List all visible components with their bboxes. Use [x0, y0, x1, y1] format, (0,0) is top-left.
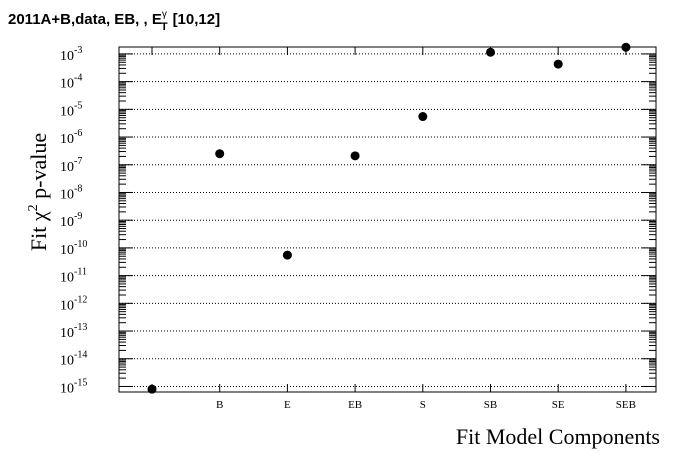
data-point: [418, 112, 428, 122]
x-axis-ticks: B E EB S SB SE SEB: [151, 47, 636, 411]
x-axis-title: Fit Model Components: [456, 424, 660, 449]
y-axis-title-tail: p-value: [26, 133, 51, 204]
data-point: [553, 59, 563, 69]
y-tick-label: 10-14: [60, 350, 87, 369]
x-tick-label: E: [284, 399, 291, 411]
x-tick-label: SE: [552, 399, 565, 411]
y-tick-label: 10-7: [60, 156, 82, 175]
y-tick-label: 10-12: [60, 294, 87, 313]
x-tick-label: SB: [484, 399, 497, 411]
y-tick-label: 10-13: [60, 322, 87, 341]
y-axis-title: Fit χ2 p-value: [26, 133, 51, 251]
chart-title: 2011A+B,data, EB, , Eγ T [10,12]: [8, 9, 220, 33]
x-tick-label: EB: [348, 399, 362, 411]
data-point: [621, 42, 631, 52]
y-tick-label: 10-10: [60, 239, 87, 258]
x-tick-label: SEB: [616, 399, 636, 411]
y-tick-label: 10-4: [60, 73, 82, 92]
chart-title-range: [10,12]: [173, 11, 221, 28]
y-tick-label: 10-6: [60, 128, 82, 147]
y-axis-ticks: 10-15 10-14 10-13 10-12 10-11 10-10 10-9 10-8 10…: [60, 45, 656, 396]
x-tick-label: B: [216, 399, 223, 411]
data-points: [147, 42, 631, 394]
data-point: [215, 149, 225, 159]
x-tick-label: S: [420, 399, 426, 411]
y-axis-title-sup: 2: [26, 204, 41, 211]
y-tick-label: 10-9: [60, 211, 82, 230]
data-point: [147, 384, 157, 394]
plot-frame: [118, 46, 657, 393]
data-point: [486, 47, 495, 57]
y-tick-label: 10-5: [60, 100, 82, 119]
y-tick-label: 10-11: [60, 267, 87, 286]
y-grid: [119, 53, 656, 387]
y-tick-label: 10-15: [60, 377, 87, 396]
y-tick-label: 10-3: [60, 45, 82, 64]
chart-title-sub: T: [161, 21, 168, 33]
y-axis-title-main: Fit χ: [26, 211, 51, 251]
data-point: [282, 250, 292, 260]
chart-title-sup: γ: [162, 9, 167, 20]
chart-title-main: 2011A+B,data, EB, , E: [8, 11, 162, 28]
data-point: [350, 151, 360, 161]
y-tick-label: 10-8: [60, 183, 82, 202]
